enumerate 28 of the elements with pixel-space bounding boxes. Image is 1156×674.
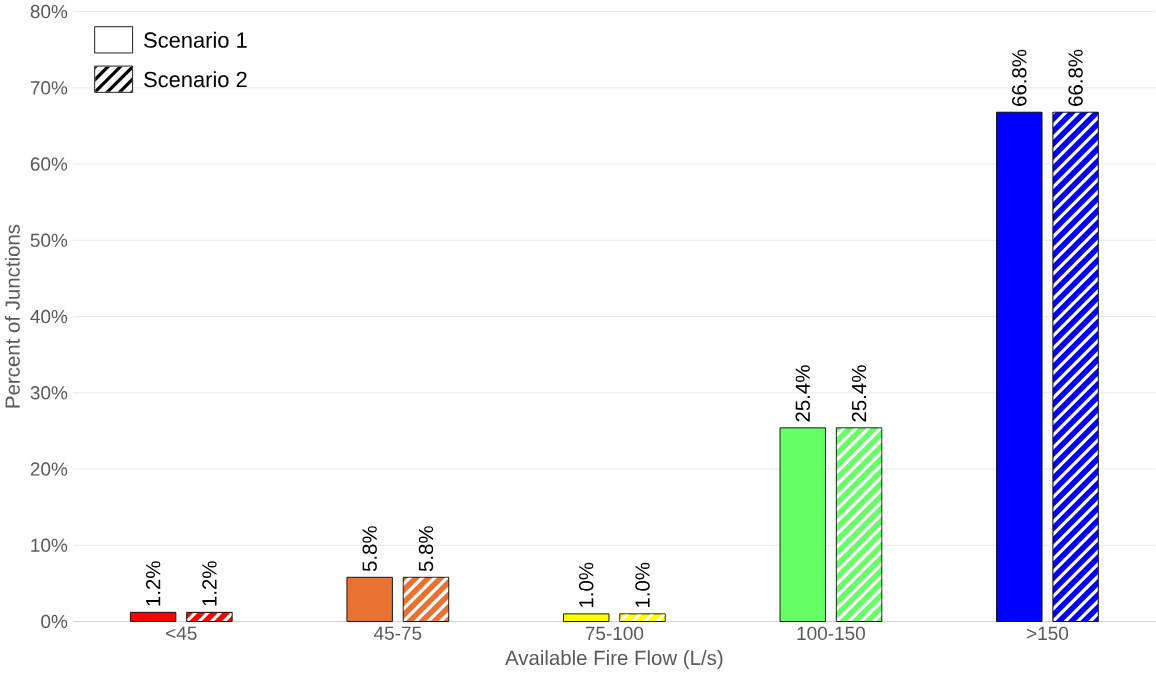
data-label: 25.4% [795, 365, 810, 422]
x-tick-label: 75-100 [585, 626, 644, 641]
y-tick-label: 10% [31, 538, 68, 552]
data-label: 1.2% [145, 561, 161, 606]
data-label: 25.4% [851, 365, 867, 422]
y-tick-label: 20% [30, 462, 68, 476]
y-tick-label: 30% [30, 386, 68, 400]
y-axis-title: Percent of Junctions [4, 224, 20, 408]
data-label: 1.2% [202, 561, 217, 606]
y-tick-label: 70% [30, 81, 68, 95]
data-label: 5.8% [362, 526, 377, 572]
x-tick-label: >150 [1027, 626, 1069, 641]
data-label: 1.0% [578, 562, 594, 608]
y-tick-label: 40% [30, 309, 68, 324]
legend-label: Scenario 2 [144, 71, 247, 88]
data-label: 66.8% [1012, 49, 1027, 106]
x-tick-label: 100-150 [797, 626, 865, 641]
x-tick-label: <45 [166, 626, 197, 640]
x-tick-label: 45-75 [374, 626, 422, 640]
data-label: 66.8% [1068, 49, 1083, 106]
x-axis-title: Available Fire Flow (L/s) [505, 650, 723, 670]
y-tick-label: 50% [30, 233, 68, 248]
legend-label: Scenario 1 [144, 31, 247, 48]
y-tick-label: 60% [30, 157, 68, 171]
data-label: 1.0% [635, 562, 650, 608]
data-label: 5.8% [418, 526, 434, 572]
y-tick-label: 0% [41, 614, 68, 629]
y-tick-label: 80% [30, 4, 68, 19]
